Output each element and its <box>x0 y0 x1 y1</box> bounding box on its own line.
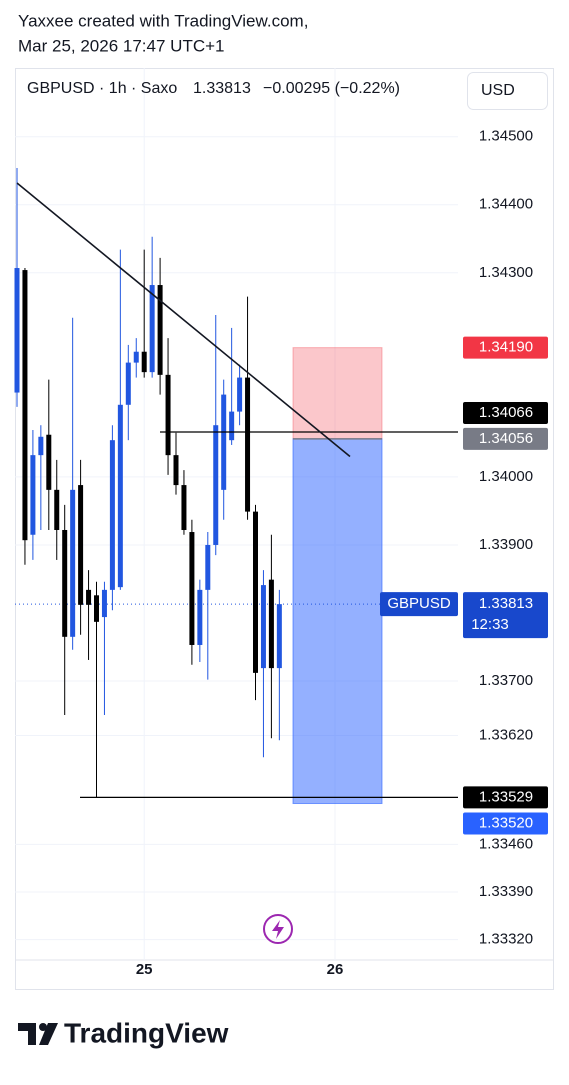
candle-body <box>94 595 99 622</box>
currency-button[interactable] <box>467 72 548 110</box>
candle-body <box>253 511 258 673</box>
candle-body <box>30 455 36 535</box>
hline-label-box <box>463 786 548 809</box>
target-label-box <box>463 812 548 835</box>
target-label: 1.33520 <box>479 814 533 831</box>
x-tick-label: 26 <box>327 961 344 978</box>
candle-body <box>260 585 266 669</box>
trend-line <box>16 182 351 458</box>
candle-body <box>157 285 163 375</box>
entry-label: 1.34056 <box>479 430 533 447</box>
y-tick-label: 1.33620 <box>479 726 533 743</box>
candle-body <box>237 377 243 412</box>
candle-body <box>62 529 68 637</box>
candle-body <box>149 285 155 373</box>
candle-body <box>125 362 131 405</box>
candle-body <box>197 589 203 645</box>
candle-body <box>141 351 147 373</box>
stop-label: 1.34190 <box>479 339 533 356</box>
y-tick-label: 1.34400 <box>479 196 533 213</box>
y-tick-label: 1.34500 <box>479 128 533 145</box>
symbol-box <box>380 592 458 617</box>
change-value: −0.00295 (−0.22%) <box>263 80 400 97</box>
entry-label-box <box>463 427 548 450</box>
x-tick-label: 25 <box>136 961 153 978</box>
y-tick-label: 1.33460 <box>479 835 533 852</box>
y-tick-label: 1.33390 <box>479 883 533 900</box>
candle-body <box>213 425 219 545</box>
target-zone <box>292 438 383 805</box>
candle-body <box>205 544 211 590</box>
candle-body <box>181 485 187 530</box>
y-tick-label: 1.33900 <box>479 536 533 553</box>
last-price-label: 1.33813 <box>479 595 533 612</box>
candle-body <box>46 434 52 490</box>
chart-frame <box>15 68 554 990</box>
axis-labels: 1.34500 1.34400 1.34300 1.34000 1.33900 1.337… <box>136 128 548 978</box>
candle-body <box>54 489 60 530</box>
last-value: 1.33813 <box>193 80 251 97</box>
y-tick-label: 1.34000 <box>479 468 533 485</box>
candle-body <box>70 489 76 637</box>
candle-body <box>268 579 274 669</box>
symbol-label: GBPUSD <box>387 595 451 612</box>
candle-body <box>276 604 282 669</box>
lightning-glyph <box>272 920 284 939</box>
candle-body <box>14 268 20 393</box>
candle-body <box>101 589 107 618</box>
candle-body <box>189 532 195 645</box>
candle-body <box>117 404 123 588</box>
candle-body <box>109 440 115 590</box>
hline-label: 1.33529 <box>479 788 533 805</box>
candle-body <box>22 270 28 541</box>
author-line: Yaxxee created with TradingView.com, <box>18 11 308 30</box>
y-tick-label: 1.34300 <box>479 264 533 281</box>
y-tick-label: 1.33320 <box>479 931 533 948</box>
symbol-info: GBPUSD · 1h · Saxo <box>27 80 177 97</box>
stop-zone <box>292 347 383 440</box>
date-line: Mar 25, 2026 17:47 UTC+1 <box>18 36 224 55</box>
candle-body <box>245 377 251 512</box>
currency-label[interactable]: USD <box>481 82 515 99</box>
candle-body <box>86 589 92 605</box>
candle-body <box>229 411 235 441</box>
candle-body <box>38 436 44 456</box>
brand-name: TradingView <box>64 1017 229 1048</box>
candle-body <box>173 455 179 486</box>
candle-body <box>221 394 227 490</box>
plot <box>14 168 458 805</box>
countdown-label: 12:33 <box>471 616 509 633</box>
y-tick-label: 1.33700 <box>479 672 533 689</box>
candle-body <box>133 351 139 363</box>
hline-label-box <box>463 402 548 425</box>
lightning-icon[interactable] <box>263 914 293 944</box>
hline-label: 1.34066 <box>479 404 533 421</box>
stop-label-box <box>463 336 548 359</box>
brand-logo <box>18 1023 58 1045</box>
candle-body <box>165 374 171 456</box>
candle-body <box>78 485 84 605</box>
last-price-box <box>463 592 548 639</box>
